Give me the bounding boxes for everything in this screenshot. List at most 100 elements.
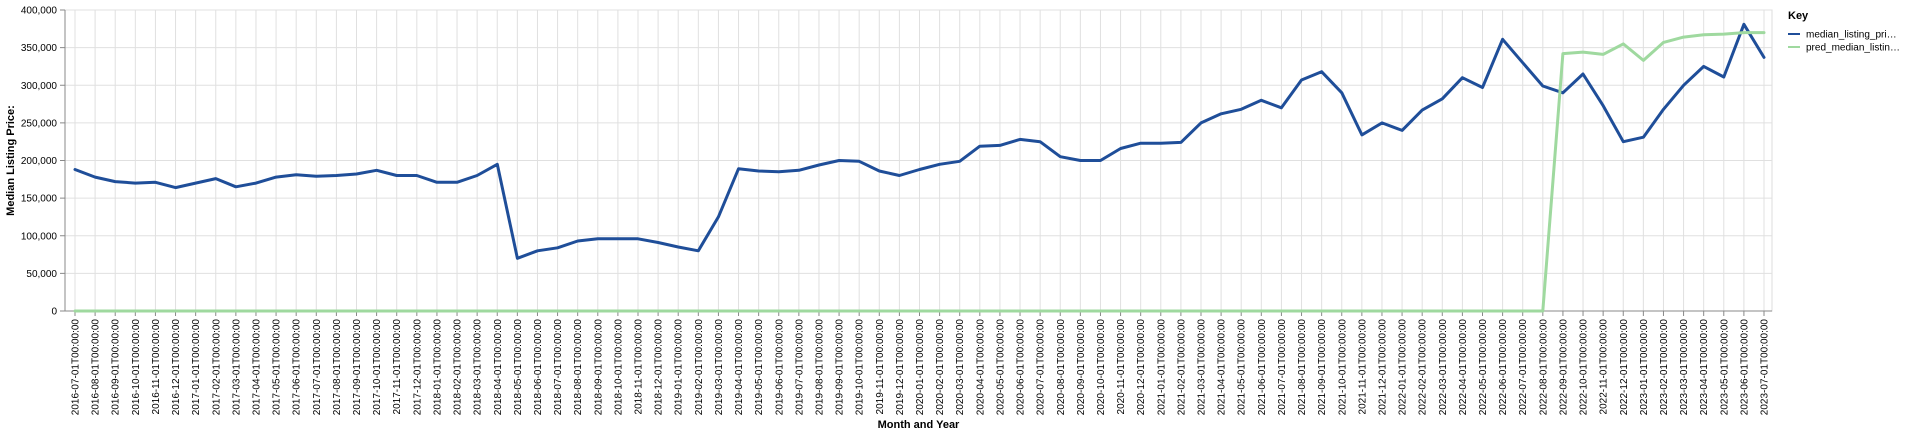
x-tick-label: 2018-05-01T00:00:00 xyxy=(513,319,524,416)
x-tick-label: 2020-10-01T00:00:00 xyxy=(1096,319,1107,416)
x-tick-label: 2022-01-01T00:00:00 xyxy=(1398,319,1409,416)
x-tick-label: 2018-10-01T00:00:00 xyxy=(613,319,624,416)
x-tick-label: 2020-03-01T00:00:00 xyxy=(955,319,966,416)
x-tick-label: 2018-02-01T00:00:00 xyxy=(453,319,464,416)
x-tick-label: 2017-04-01T00:00:00 xyxy=(251,319,262,416)
x-tick-label: 2018-09-01T00:00:00 xyxy=(593,319,604,416)
x-tick-label: 2017-07-01T00:00:00 xyxy=(312,319,323,416)
x-tick-label: 2021-10-01T00:00:00 xyxy=(1337,319,1348,416)
x-tick-label: 2021-03-01T00:00:00 xyxy=(1197,319,1208,416)
y-tick-label: 150,000 xyxy=(21,194,58,205)
x-tick-label: 2018-12-01T00:00:00 xyxy=(654,319,665,416)
x-tick-label: 2020-02-01T00:00:00 xyxy=(935,319,946,416)
x-tick-label: 2023-07-01T00:00:00 xyxy=(1760,319,1771,416)
x-tick-label: 2019-10-01T00:00:00 xyxy=(855,319,866,416)
x-tick-label: 2017-01-01T00:00:00 xyxy=(191,319,202,416)
x-tick-label: 2021-11-01T00:00:00 xyxy=(1357,319,1368,415)
x-tick-label: 2020-06-01T00:00:00 xyxy=(1016,319,1027,416)
x-tick-label: 2016-10-01T00:00:00 xyxy=(131,319,142,416)
x-tick-label: 2018-01-01T00:00:00 xyxy=(432,319,443,416)
x-tick-label: 2017-05-01T00:00:00 xyxy=(272,319,283,416)
x-tick-label: 2019-03-01T00:00:00 xyxy=(714,319,725,416)
x-tick-label: 2021-12-01T00:00:00 xyxy=(1377,319,1388,416)
x-tick-label: 2019-09-01T00:00:00 xyxy=(835,319,846,416)
x-tick-label: 2019-07-01T00:00:00 xyxy=(794,319,805,416)
x-tick-label: 2021-06-01T00:00:00 xyxy=(1257,319,1268,416)
x-tick-label: 2021-02-01T00:00:00 xyxy=(1176,319,1187,416)
x-tick-label: 2019-02-01T00:00:00 xyxy=(694,319,705,416)
x-tick-label: 2018-04-01T00:00:00 xyxy=(493,319,504,416)
x-tick-label: 2016-08-01T00:00:00 xyxy=(91,319,102,416)
x-tick-label: 2023-06-01T00:00:00 xyxy=(1739,319,1750,416)
x-axis-title: Month and Year xyxy=(878,419,960,431)
y-tick-label: 250,000 xyxy=(21,118,58,129)
x-tick-label: 2020-05-01T00:00:00 xyxy=(995,319,1006,416)
x-tick-label: 2019-06-01T00:00:00 xyxy=(774,319,785,416)
x-tick-label: 2022-09-01T00:00:00 xyxy=(1558,319,1569,416)
legend-label-1: median_listing_pri… xyxy=(1806,30,1897,41)
x-tick-label: 2022-07-01T00:00:00 xyxy=(1518,319,1529,416)
x-tick-label: 2023-04-01T00:00:00 xyxy=(1699,319,1710,416)
legend-title: Key xyxy=(1788,10,1809,22)
x-tick-label: 2020-01-01T00:00:00 xyxy=(915,319,926,416)
x-tick-label: 2021-05-01T00:00:00 xyxy=(1237,319,1248,416)
x-tick-label: 2019-01-01T00:00:00 xyxy=(674,319,685,416)
x-tick-label: 2022-06-01T00:00:00 xyxy=(1498,319,1509,416)
y-axis-title: Median Listing Price: xyxy=(5,105,17,216)
x-tick-label: 2022-11-01T00:00:00 xyxy=(1599,319,1610,415)
x-tick-label: 2023-02-01T00:00:00 xyxy=(1659,319,1670,416)
y-tick-label: 50,000 xyxy=(26,269,57,280)
x-tick-label: 2022-02-01T00:00:00 xyxy=(1418,319,1429,416)
series-line-1 xyxy=(73,22,1766,260)
x-tick-label: 2021-04-01T00:00:00 xyxy=(1217,319,1228,416)
x-tick-label: 2022-04-01T00:00:00 xyxy=(1458,319,1469,416)
x-tick-label: 2021-09-01T00:00:00 xyxy=(1317,319,1328,416)
y-tick-label: 400,000 xyxy=(21,6,58,17)
x-tick-label: 2017-02-01T00:00:00 xyxy=(211,319,222,416)
series-line-2 xyxy=(73,31,1766,313)
x-tick-label: 2021-01-01T00:00:00 xyxy=(1156,319,1167,416)
x-tick-label: 2017-11-01T00:00:00 xyxy=(392,319,403,415)
x-tick-label: 2022-03-01T00:00:00 xyxy=(1438,319,1449,416)
x-tick-label: 2017-03-01T00:00:00 xyxy=(231,319,242,416)
x-tick-label: 2020-04-01T00:00:00 xyxy=(975,319,986,416)
x-tick-label: 2022-12-01T00:00:00 xyxy=(1619,319,1630,416)
x-tick-label: 2022-05-01T00:00:00 xyxy=(1478,319,1489,416)
x-tick-label: 2019-05-01T00:00:00 xyxy=(754,319,765,416)
x-tick-label: 2017-09-01T00:00:00 xyxy=(352,319,363,416)
x-tick-label: 2016-11-01T00:00:00 xyxy=(151,319,162,415)
x-tick-label: 2019-04-01T00:00:00 xyxy=(734,319,745,416)
x-tick-label: 2016-07-01T00:00:00 xyxy=(71,319,82,416)
x-tick-label: 2016-09-01T00:00:00 xyxy=(111,319,122,416)
x-tick-label: 2017-12-01T00:00:00 xyxy=(412,319,423,416)
x-tick-label: 2017-06-01T00:00:00 xyxy=(292,319,303,416)
x-tick-label: 2020-09-01T00:00:00 xyxy=(1076,319,1087,416)
x-tick-label: 2023-01-01T00:00:00 xyxy=(1639,319,1650,416)
x-tick-label: 2018-07-01T00:00:00 xyxy=(553,319,564,416)
x-tick-label: 2019-08-01T00:00:00 xyxy=(814,319,825,416)
y-tick-label: 300,000 xyxy=(21,81,58,92)
x-tick-label: 2022-10-01T00:00:00 xyxy=(1579,319,1590,416)
x-tick-label: 2023-05-01T00:00:00 xyxy=(1719,319,1730,416)
x-tick-label: 2018-03-01T00:00:00 xyxy=(473,319,484,416)
x-tick-label: 2023-03-01T00:00:00 xyxy=(1679,319,1690,416)
x-tick-label: 2020-07-01T00:00:00 xyxy=(1036,319,1047,416)
x-tick-label: 2017-10-01T00:00:00 xyxy=(372,319,383,416)
y-tick-label: 200,000 xyxy=(21,156,58,167)
y-tick-label: 100,000 xyxy=(21,231,58,242)
x-tick-label: 2018-06-01T00:00:00 xyxy=(533,319,544,416)
x-tick-label: 2018-08-01T00:00:00 xyxy=(573,319,584,416)
x-tick-label: 2020-12-01T00:00:00 xyxy=(1136,319,1147,416)
x-tick-label: 2017-08-01T00:00:00 xyxy=(332,319,343,416)
x-tick-label: 2021-07-01T00:00:00 xyxy=(1277,319,1288,416)
x-tick-label: 2016-12-01T00:00:00 xyxy=(171,319,182,416)
x-tick-label: 2018-11-01T00:00:00 xyxy=(634,319,645,415)
legend-label-2: pred_median_listin… xyxy=(1806,43,1900,54)
y-tick-label: 350,000 xyxy=(21,43,58,54)
x-tick-label: 2020-11-01T00:00:00 xyxy=(1116,319,1127,415)
x-tick-label: 2021-08-01T00:00:00 xyxy=(1297,319,1308,416)
x-tick-label: 2019-11-01T00:00:00 xyxy=(875,319,886,415)
x-tick-label: 2022-08-01T00:00:00 xyxy=(1538,319,1549,416)
